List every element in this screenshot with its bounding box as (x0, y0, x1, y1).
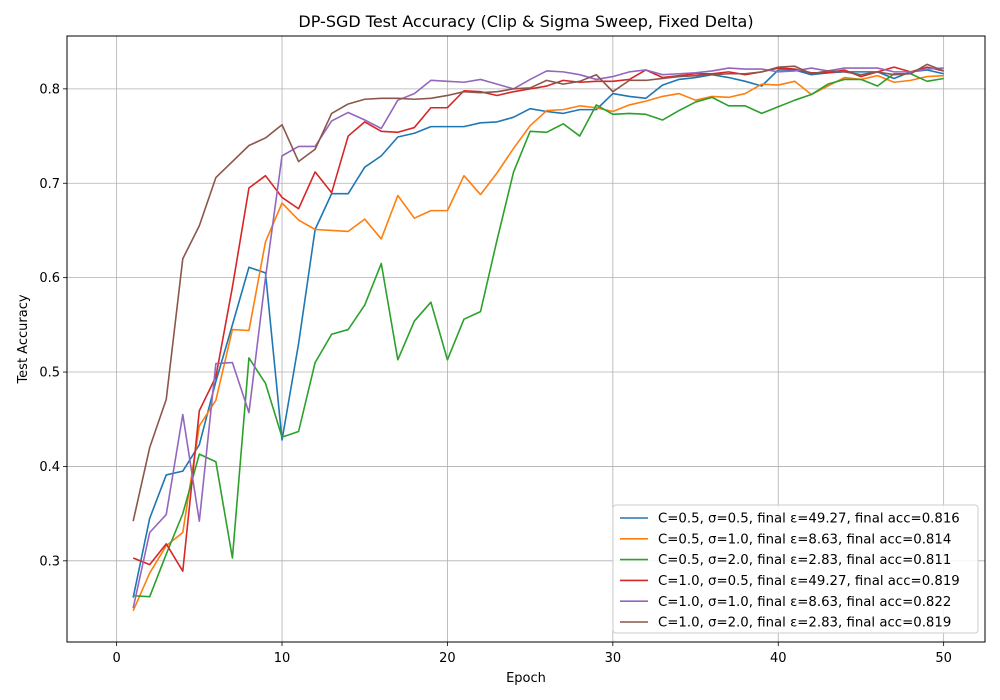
legend-label-3: C=0.5, σ=2.0, final ε=2.83, final acc=0.… (658, 553, 951, 568)
legend-label-6: C=1.0, σ=2.0, final ε=2.83, final acc=0.… (658, 616, 951, 631)
legend-label-4: C=1.0, σ=0.5, final ε=49.27, final acc=0… (658, 574, 960, 589)
y-axis-ticks: 0.3 0.4 0.5 0.6 0.7 0.8 (39, 82, 67, 569)
y-tick-label: 0.8 (39, 82, 60, 97)
x-tick-label: 0 (112, 651, 120, 666)
legend-label-2: C=0.5, σ=1.0, final ε=8.63, final acc=0.… (658, 532, 951, 547)
x-axis-label: Epoch (506, 671, 546, 686)
series-line-6 (132, 63, 944, 522)
x-tick-label: 10 (274, 651, 291, 666)
x-tick-label: 20 (439, 651, 456, 666)
legend-box (612, 504, 979, 634)
legend: C=0.5, σ=0.5, final ε=49.27, final acc=0… (612, 504, 979, 634)
legend-label-1: C=0.5, σ=0.5, final ε=49.27, final acc=0… (658, 512, 960, 527)
x-tick-label: 50 (935, 651, 952, 666)
series-line-3 (133, 72, 944, 598)
series-lines (132, 63, 944, 612)
chart-title: DP-SGD Test Accuracy (Clip & Sigma Sweep… (298, 12, 753, 31)
plot-frame (66, 35, 986, 643)
y-tick-label: 0.3 (39, 554, 60, 569)
y-tick-label: 0.4 (39, 460, 60, 475)
y-tick-label: 0.6 (39, 271, 60, 286)
x-tick-label: 40 (770, 651, 787, 666)
y-tick-label: 0.7 (39, 177, 60, 192)
y-tick-label: 0.5 (39, 366, 60, 381)
series-line-1 (132, 69, 944, 598)
series-line-2 (132, 74, 944, 612)
x-tick-label: 30 (605, 651, 622, 666)
y-axis-label: Test Accuracy (16, 294, 31, 384)
legend-label-5: C=1.0, σ=1.0, final ε=8.63, final acc=0.… (658, 595, 951, 610)
grid (67, 36, 985, 642)
x-axis-ticks: 0 10 20 30 40 50 (112, 642, 952, 666)
series-line-5 (132, 67, 944, 609)
